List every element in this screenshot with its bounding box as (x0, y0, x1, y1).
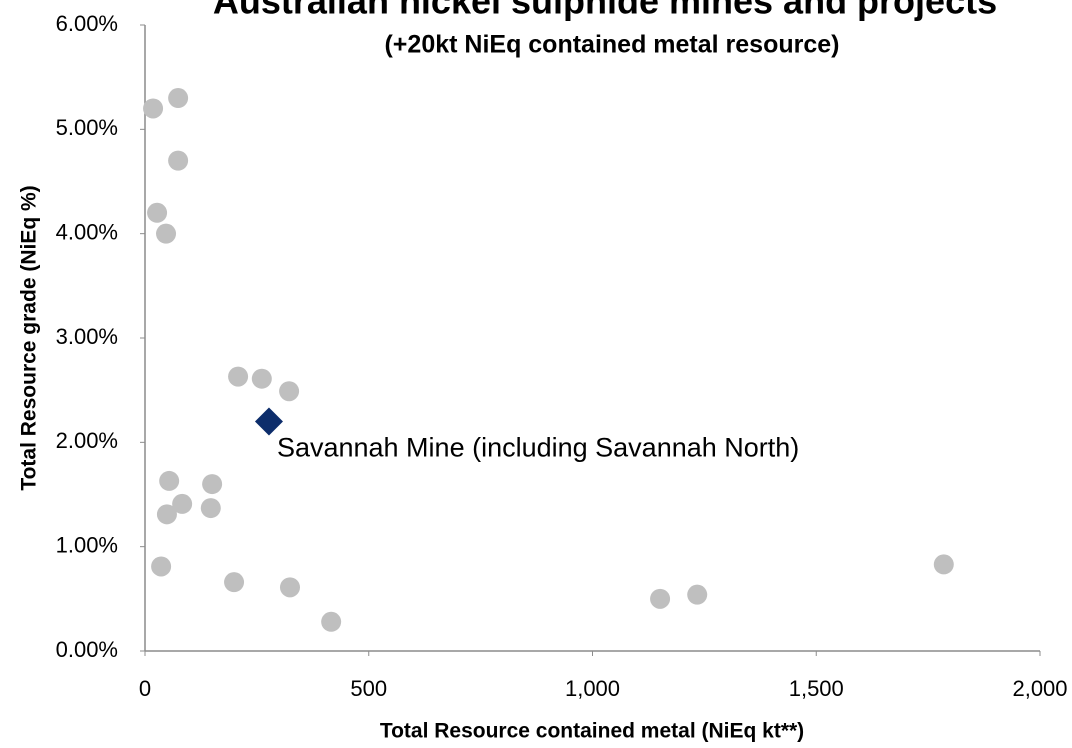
chart-subtitle: (+20kt NiEq contained metal resource) (384, 31, 839, 59)
point (172, 493, 193, 514)
y-tick-label: 4.00% (56, 219, 118, 244)
point (159, 470, 180, 491)
x-tick-label: 2,000 (1012, 676, 1067, 701)
y-tick-label: 1.00% (56, 532, 118, 557)
x-axis-title: Total Resource contained metal (NiEq kt*… (380, 720, 804, 743)
point (168, 88, 189, 109)
point (143, 98, 164, 119)
point (200, 498, 221, 519)
y-tick-label: 0.00% (56, 637, 118, 662)
point (279, 577, 300, 598)
point (933, 554, 954, 575)
point (156, 223, 177, 244)
point (687, 584, 708, 605)
point (147, 202, 168, 223)
point-annotation: Savannah Mine (including Savannah North) (277, 433, 799, 463)
point (279, 381, 300, 402)
point (251, 368, 272, 389)
chart-title: Australian nickel sulphide mines and pro… (213, 0, 997, 22)
y-tick-label: 6.00% (56, 11, 118, 36)
y-tick-label: 3.00% (56, 324, 118, 349)
x-tick-label: 1,500 (789, 676, 844, 701)
y-tick-label: 5.00% (56, 115, 118, 140)
point (254, 407, 283, 436)
x-tick-label: 1,000 (565, 676, 620, 701)
point (151, 556, 172, 577)
point (321, 611, 342, 632)
point (650, 588, 671, 609)
x-tick-label: 0 (139, 676, 151, 701)
point (228, 366, 249, 387)
point (156, 504, 177, 525)
point (168, 150, 189, 171)
y-tick-label: 2.00% (56, 428, 118, 453)
point (202, 474, 223, 495)
point (224, 572, 245, 593)
y-axis-title: Total Resource grade (NiEq %) (18, 185, 41, 490)
x-tick-label: 500 (350, 676, 387, 701)
